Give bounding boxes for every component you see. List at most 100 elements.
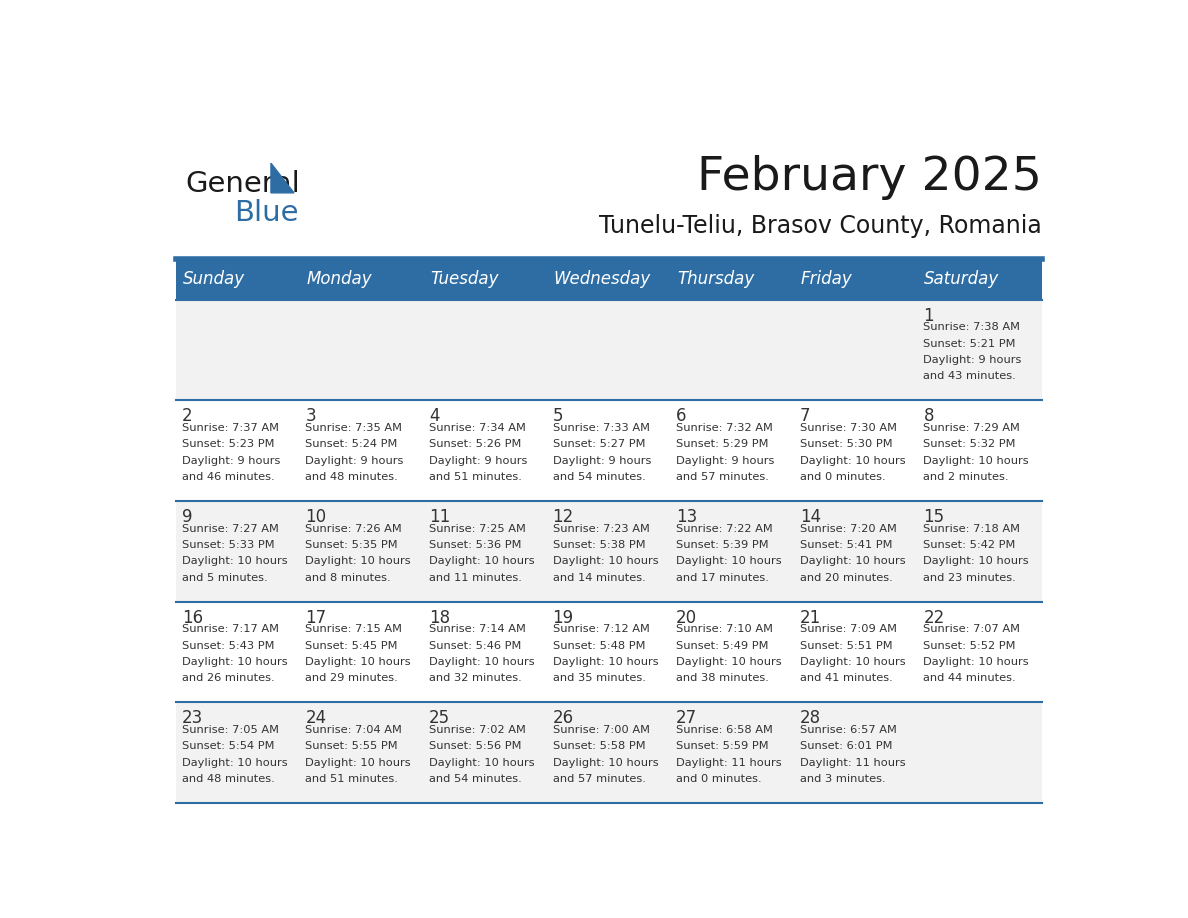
- Text: and 23 minutes.: and 23 minutes.: [923, 573, 1016, 583]
- Text: and 57 minutes.: and 57 minutes.: [552, 774, 645, 784]
- Bar: [176, 601, 1042, 702]
- Text: Sunrise: 7:26 AM: Sunrise: 7:26 AM: [305, 523, 402, 533]
- Text: Daylight: 10 hours: Daylight: 10 hours: [305, 556, 411, 566]
- Text: 4: 4: [429, 408, 440, 425]
- Text: Daylight: 10 hours: Daylight: 10 hours: [182, 657, 287, 667]
- Text: Daylight: 9 hours: Daylight: 9 hours: [429, 455, 527, 465]
- Text: Daylight: 10 hours: Daylight: 10 hours: [552, 556, 658, 566]
- Text: Sunrise: 7:14 AM: Sunrise: 7:14 AM: [429, 624, 526, 634]
- Text: Daylight: 10 hours: Daylight: 10 hours: [552, 657, 658, 667]
- Text: Daylight: 10 hours: Daylight: 10 hours: [676, 657, 782, 667]
- Text: Tuesday: Tuesday: [430, 270, 498, 288]
- Text: Sunrise: 7:27 AM: Sunrise: 7:27 AM: [182, 523, 278, 533]
- Polygon shape: [271, 163, 293, 193]
- Text: Sunrise: 7:23 AM: Sunrise: 7:23 AM: [552, 523, 650, 533]
- Text: and 35 minutes.: and 35 minutes.: [552, 674, 645, 683]
- Text: Daylight: 10 hours: Daylight: 10 hours: [429, 657, 535, 667]
- Text: Daylight: 9 hours: Daylight: 9 hours: [182, 455, 280, 465]
- Text: Daylight: 10 hours: Daylight: 10 hours: [429, 757, 535, 767]
- Text: 24: 24: [305, 710, 327, 727]
- Text: Sunset: 5:39 PM: Sunset: 5:39 PM: [676, 540, 769, 550]
- Text: Sunset: 5:32 PM: Sunset: 5:32 PM: [923, 440, 1016, 449]
- Bar: [176, 702, 1042, 803]
- Text: Wednesday: Wednesday: [554, 270, 651, 288]
- Text: 19: 19: [552, 609, 574, 627]
- Text: Sunrise: 7:20 AM: Sunrise: 7:20 AM: [800, 523, 897, 533]
- Text: Daylight: 10 hours: Daylight: 10 hours: [429, 556, 535, 566]
- Text: Sunrise: 7:12 AM: Sunrise: 7:12 AM: [552, 624, 650, 634]
- Text: 13: 13: [676, 508, 697, 526]
- Text: and 26 minutes.: and 26 minutes.: [182, 674, 274, 683]
- Text: and 46 minutes.: and 46 minutes.: [182, 472, 274, 482]
- Text: Sunrise: 7:05 AM: Sunrise: 7:05 AM: [182, 725, 279, 734]
- Text: Daylight: 9 hours: Daylight: 9 hours: [676, 455, 775, 465]
- Text: 15: 15: [923, 508, 944, 526]
- Text: Daylight: 10 hours: Daylight: 10 hours: [800, 455, 905, 465]
- Bar: [176, 299, 1042, 400]
- Text: and 11 minutes.: and 11 minutes.: [429, 573, 522, 583]
- Text: and 0 minutes.: and 0 minutes.: [676, 774, 762, 784]
- Text: Daylight: 10 hours: Daylight: 10 hours: [552, 757, 658, 767]
- Text: and 44 minutes.: and 44 minutes.: [923, 674, 1016, 683]
- Text: Daylight: 9 hours: Daylight: 9 hours: [305, 455, 404, 465]
- Text: 12: 12: [552, 508, 574, 526]
- Text: Sunrise: 7:35 AM: Sunrise: 7:35 AM: [305, 423, 403, 433]
- Text: and 32 minutes.: and 32 minutes.: [429, 674, 522, 683]
- Text: Sunrise: 7:10 AM: Sunrise: 7:10 AM: [676, 624, 773, 634]
- Text: and 54 minutes.: and 54 minutes.: [429, 774, 522, 784]
- Text: Sunrise: 7:34 AM: Sunrise: 7:34 AM: [429, 423, 526, 433]
- Text: Friday: Friday: [801, 270, 853, 288]
- Text: and 51 minutes.: and 51 minutes.: [305, 774, 398, 784]
- Text: Sunset: 5:56 PM: Sunset: 5:56 PM: [429, 741, 522, 751]
- Bar: [176, 259, 1042, 299]
- Text: Sunrise: 7:32 AM: Sunrise: 7:32 AM: [676, 423, 773, 433]
- Text: Sunrise: 7:02 AM: Sunrise: 7:02 AM: [429, 725, 526, 734]
- Text: and 29 minutes.: and 29 minutes.: [305, 674, 398, 683]
- Text: Sunrise: 7:07 AM: Sunrise: 7:07 AM: [923, 624, 1020, 634]
- Text: 14: 14: [800, 508, 821, 526]
- Text: Sunset: 5:36 PM: Sunset: 5:36 PM: [429, 540, 522, 550]
- Text: Sunset: 5:26 PM: Sunset: 5:26 PM: [429, 440, 522, 449]
- Text: and 38 minutes.: and 38 minutes.: [676, 674, 769, 683]
- Text: and 3 minutes.: and 3 minutes.: [800, 774, 885, 784]
- Text: 22: 22: [923, 609, 944, 627]
- Text: Sunset: 5:54 PM: Sunset: 5:54 PM: [182, 741, 274, 751]
- Text: and 8 minutes.: and 8 minutes.: [305, 573, 391, 583]
- Text: 5: 5: [552, 408, 563, 425]
- Text: Sunrise: 7:09 AM: Sunrise: 7:09 AM: [800, 624, 897, 634]
- Text: Tunelu-Teliu, Brasov County, Romania: Tunelu-Teliu, Brasov County, Romania: [599, 214, 1042, 238]
- Text: and 54 minutes.: and 54 minutes.: [552, 472, 645, 482]
- Text: Sunset: 5:30 PM: Sunset: 5:30 PM: [800, 440, 892, 449]
- Text: Sunset: 5:35 PM: Sunset: 5:35 PM: [305, 540, 398, 550]
- Bar: [176, 400, 1042, 501]
- Text: and 43 minutes.: and 43 minutes.: [923, 372, 1016, 381]
- Text: Sunset: 5:41 PM: Sunset: 5:41 PM: [800, 540, 892, 550]
- Text: Sunrise: 7:29 AM: Sunrise: 7:29 AM: [923, 423, 1020, 433]
- Text: Sunset: 5:43 PM: Sunset: 5:43 PM: [182, 641, 274, 651]
- Text: Sunset: 6:01 PM: Sunset: 6:01 PM: [800, 741, 892, 751]
- Text: 2: 2: [182, 408, 192, 425]
- Text: Sunrise: 7:30 AM: Sunrise: 7:30 AM: [800, 423, 897, 433]
- Text: 11: 11: [429, 508, 450, 526]
- Text: Daylight: 10 hours: Daylight: 10 hours: [923, 657, 1029, 667]
- Text: 18: 18: [429, 609, 450, 627]
- Text: and 5 minutes.: and 5 minutes.: [182, 573, 267, 583]
- Text: Daylight: 11 hours: Daylight: 11 hours: [676, 757, 782, 767]
- Text: 21: 21: [800, 609, 821, 627]
- Text: 10: 10: [305, 508, 327, 526]
- Text: Sunrise: 7:25 AM: Sunrise: 7:25 AM: [429, 523, 526, 533]
- Text: Daylight: 9 hours: Daylight: 9 hours: [552, 455, 651, 465]
- Text: Daylight: 10 hours: Daylight: 10 hours: [182, 556, 287, 566]
- Text: 1: 1: [923, 307, 934, 325]
- Text: 20: 20: [676, 609, 697, 627]
- Text: February 2025: February 2025: [696, 155, 1042, 200]
- Text: and 20 minutes.: and 20 minutes.: [800, 573, 892, 583]
- Text: Sunset: 5:29 PM: Sunset: 5:29 PM: [676, 440, 769, 449]
- Text: 9: 9: [182, 508, 192, 526]
- Text: and 2 minutes.: and 2 minutes.: [923, 472, 1009, 482]
- Text: and 0 minutes.: and 0 minutes.: [800, 472, 885, 482]
- Text: Thursday: Thursday: [677, 270, 754, 288]
- Text: Daylight: 10 hours: Daylight: 10 hours: [800, 556, 905, 566]
- Text: Sunset: 5:27 PM: Sunset: 5:27 PM: [552, 440, 645, 449]
- Text: Monday: Monday: [307, 270, 372, 288]
